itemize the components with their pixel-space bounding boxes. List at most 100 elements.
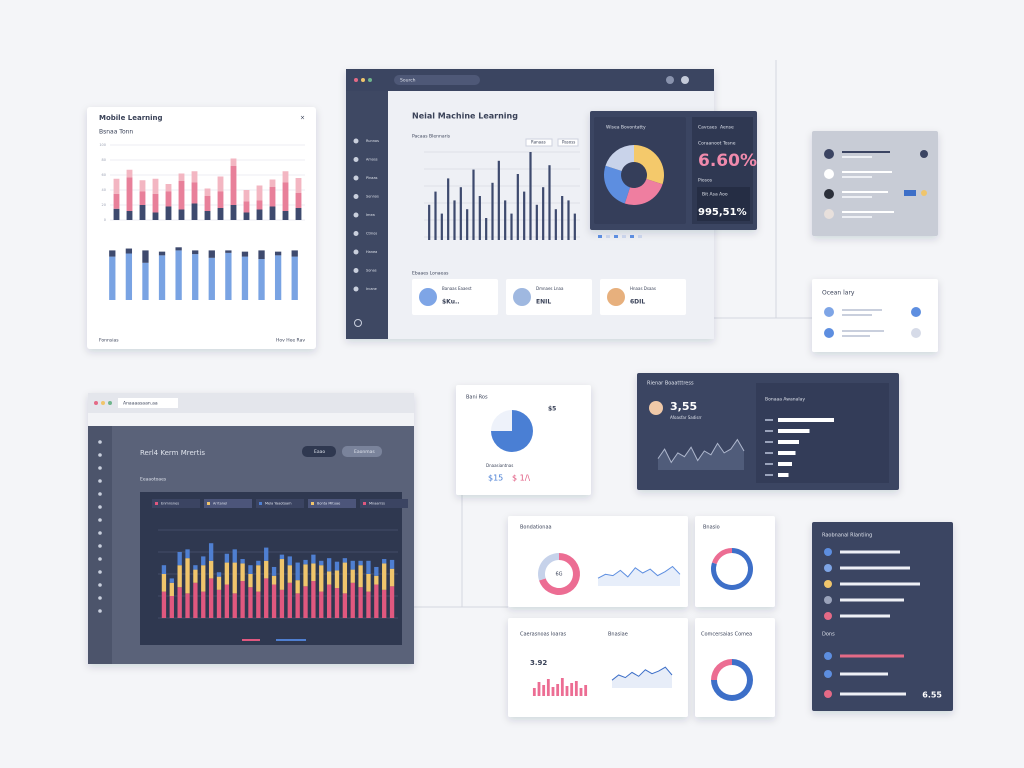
bar — [216, 572, 222, 577]
hbar — [778, 418, 834, 422]
bar — [208, 578, 214, 618]
legend-label: Mnaarrss — [369, 502, 385, 506]
button[interactable]: Eaao — [314, 449, 325, 455]
bar — [574, 681, 578, 696]
bar — [570, 683, 574, 696]
legend-chip[interactable] — [256, 499, 304, 508]
card-title: Bnasiae — [608, 632, 628, 638]
pie-label: $ 1/\ — [512, 474, 530, 483]
bar — [165, 191, 172, 207]
bar — [248, 587, 253, 618]
nav-item[interactable]: Sennos — [366, 195, 379, 199]
bar — [230, 205, 237, 220]
nav-item[interactable]: Amoss — [366, 158, 378, 162]
list-bar — [842, 151, 890, 153]
list-bar — [840, 614, 890, 618]
bar — [243, 201, 250, 213]
person-name: Banaas Eaaest — [442, 286, 472, 291]
bar — [232, 562, 237, 594]
bar — [561, 196, 564, 240]
bar — [126, 211, 133, 220]
person-card — [412, 279, 498, 315]
bar — [241, 251, 249, 257]
pie-slice — [491, 410, 512, 431]
tab[interactable]: Cavcaes — [698, 125, 718, 131]
bar — [191, 171, 198, 183]
bar — [113, 208, 120, 220]
avatar — [513, 288, 531, 306]
bar — [478, 196, 481, 240]
address[interactable]: Anaaaasaan.aa — [123, 401, 158, 407]
bar — [256, 200, 263, 210]
caption: Afoasfar Sadisrr — [670, 415, 702, 420]
pie-slice — [605, 145, 634, 171]
nav-item[interactable]: Plnaas — [366, 176, 378, 180]
pie-label: $15 — [488, 474, 503, 483]
legend-chip[interactable] — [152, 499, 200, 508]
bar — [161, 574, 167, 592]
legend-label: Arrtanel — [213, 502, 227, 506]
search-box[interactable] — [394, 75, 480, 85]
bar — [126, 177, 133, 211]
nav-icon — [98, 466, 102, 470]
bar — [177, 552, 182, 566]
bar — [269, 206, 276, 220]
bar — [366, 591, 371, 618]
legend[interactable]: Pasoss — [562, 140, 575, 145]
bar — [178, 173, 185, 181]
person-value: 6DIL — [630, 299, 645, 306]
bar — [256, 591, 261, 618]
nav-item[interactable]: Imea — [366, 213, 375, 217]
row-label — [765, 474, 773, 476]
dark-value: 3,55 — [670, 400, 697, 413]
pie-slice — [538, 553, 559, 581]
list-icon — [824, 564, 832, 572]
legend-chip[interactable] — [308, 499, 356, 508]
bar — [204, 196, 211, 211]
bar — [274, 255, 282, 300]
nav-item[interactable]: Sonas — [366, 269, 377, 273]
tab[interactable]: Aense — [720, 125, 734, 131]
bar — [258, 250, 265, 260]
nav-icon — [353, 231, 359, 236]
bar — [542, 685, 546, 696]
legend-chip[interactable] — [204, 499, 252, 508]
bar — [374, 575, 379, 585]
bar — [217, 191, 224, 208]
bar — [472, 169, 475, 240]
bar — [175, 247, 182, 251]
bar — [440, 213, 443, 240]
legend[interactable]: Ranaas — [531, 140, 546, 145]
list-icon — [824, 652, 832, 660]
nav-icon — [98, 609, 102, 613]
bar — [567, 200, 570, 240]
card-title: Raobnanal Rlantiing — [822, 533, 872, 539]
list-bar — [842, 171, 892, 173]
bar — [546, 679, 550, 696]
bar — [208, 560, 214, 579]
bar — [142, 250, 149, 263]
bar — [169, 582, 174, 596]
nav-item[interactable]: Ctmos — [366, 232, 377, 236]
list-bar — [840, 550, 900, 554]
bar — [447, 178, 450, 240]
bar — [466, 209, 469, 240]
bar — [217, 208, 224, 220]
bar — [291, 256, 298, 300]
bar — [269, 179, 276, 187]
bar — [256, 209, 263, 220]
bar — [334, 561, 340, 571]
y-tick-label: 80 — [102, 158, 106, 162]
bar — [240, 581, 245, 618]
bar — [295, 208, 302, 220]
close[interactable]: × — [300, 115, 305, 122]
nav-item[interactable]: Hanea — [366, 250, 377, 254]
button[interactable]: Eaonmas — [354, 449, 375, 455]
legend-label: Mela Yaaotoam — [265, 502, 292, 506]
nav-item[interactable]: Runnos — [366, 139, 379, 143]
legend-chip[interactable] — [360, 499, 408, 508]
nav-item[interactable]: Ircane — [366, 287, 377, 291]
bar — [243, 190, 250, 202]
bar — [225, 252, 232, 300]
area — [658, 439, 744, 470]
